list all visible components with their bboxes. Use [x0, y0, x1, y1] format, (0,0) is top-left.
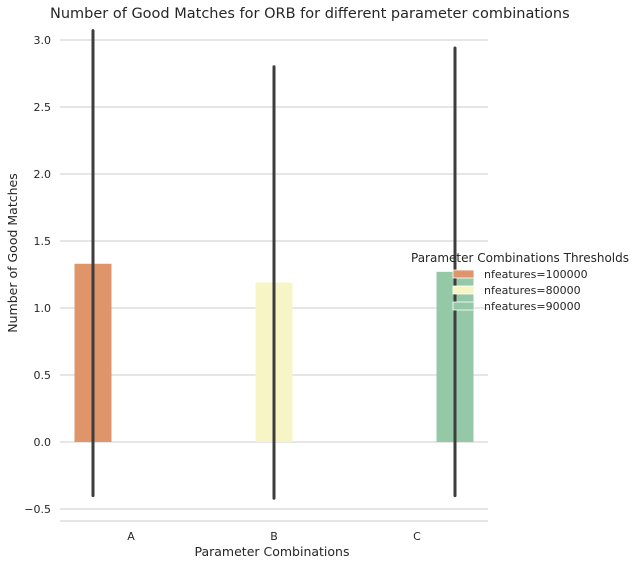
legend-swatch	[452, 269, 475, 279]
x-tick-label: C	[413, 530, 421, 543]
x-tick-label: A	[127, 530, 135, 543]
chart-title: Number of Good Matches for ORB for diffe…	[50, 6, 570, 22]
legend: Parameter Combinations Thresholds nfeatu…	[411, 251, 629, 313]
y-tick-label: 3.0	[34, 34, 52, 47]
legend-swatch	[452, 285, 475, 295]
y-tick-label: 2.5	[34, 101, 52, 114]
y-tick-label: 2.0	[34, 168, 52, 181]
legend-swatch	[452, 301, 475, 311]
y-axis-label: Number of Good Matches	[5, 173, 20, 332]
x-tick-labels: A B C	[127, 530, 421, 543]
legend-label: nfeatures=100000	[484, 268, 588, 281]
x-tick-label: B	[270, 530, 278, 543]
error-bars	[91, 29, 457, 500]
y-tick-label: 1.0	[34, 302, 52, 315]
y-tick-label: 1.5	[34, 235, 52, 248]
y-tick-label: 0.0	[34, 436, 52, 449]
x-axis-label: Parameter Combinations	[194, 544, 349, 559]
y-tick-label: 0.5	[34, 369, 52, 382]
y-tick-labels: −0.5 0.0 0.5 1.0 1.5 2.0 2.5 3.0	[24, 34, 51, 516]
y-tick-label: −0.5	[24, 503, 51, 516]
legend-label: nfeatures=80000	[484, 284, 581, 297]
legend-title: Parameter Combinations Thresholds	[411, 251, 629, 265]
legend-label: nfeatures=90000	[484, 300, 581, 313]
